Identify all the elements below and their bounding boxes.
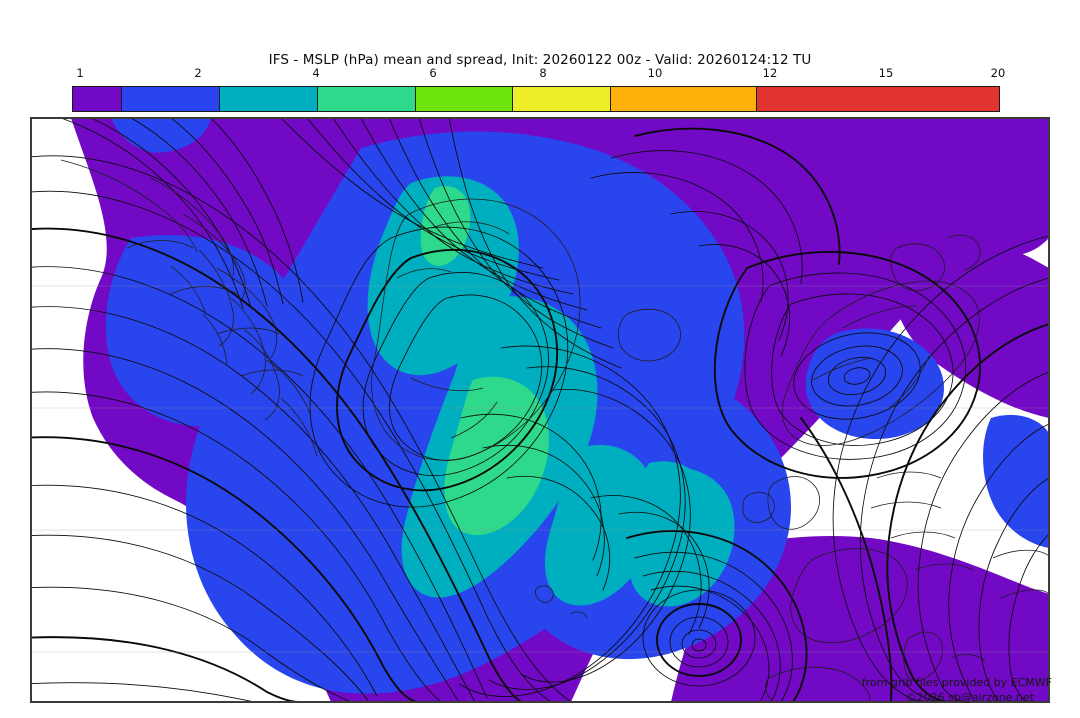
colorbar-segment-blue xyxy=(121,87,220,111)
colorbar-segment-orange xyxy=(610,87,757,111)
data-source-credit: from grib files provided by ECMWF xyxy=(861,676,1052,689)
map-border xyxy=(31,118,1049,702)
colorbar-tick-2: 2 xyxy=(194,66,202,80)
colorbar-tick-4: 4 xyxy=(312,66,320,80)
copyright-credit: ©2026 sb@airzone.net xyxy=(905,691,1034,704)
map-panel[interactable] xyxy=(30,117,1050,703)
spread-shading-layer xyxy=(71,118,1049,702)
colorbar-segment-purple xyxy=(73,87,122,111)
colorbar-tick-1: 1 xyxy=(76,66,84,80)
colorbar-tick-8: 8 xyxy=(539,66,547,80)
colorbar-tick-15: 15 xyxy=(878,66,894,80)
map-canvas xyxy=(31,118,1049,702)
colorbar-segment-spring-green xyxy=(316,87,415,111)
coastlines-layer xyxy=(31,159,1049,702)
colorbar-segment-teal xyxy=(219,87,317,111)
isobar-contours xyxy=(31,118,1049,702)
colorbar-tick-6: 6 xyxy=(429,66,437,80)
colorbar-segment-red xyxy=(756,87,999,111)
colorbar-tick-12: 12 xyxy=(762,66,778,80)
colorbar-tick-20: 20 xyxy=(990,66,1006,80)
page-title: IFS - MSLP (hPa) mean and spread, Init: … xyxy=(268,52,812,68)
colorbar: 1 2 4 6 8 10 12 15 20 xyxy=(0,66,1080,112)
colorbar-strip xyxy=(72,86,1000,112)
colorbar-segment-yellow xyxy=(512,87,611,111)
colorbar-tick-10: 10 xyxy=(647,66,663,80)
colorbar-tick-labels: 1 2 4 6 8 10 12 15 20 xyxy=(0,66,1080,82)
colorbar-segment-green xyxy=(414,87,513,111)
